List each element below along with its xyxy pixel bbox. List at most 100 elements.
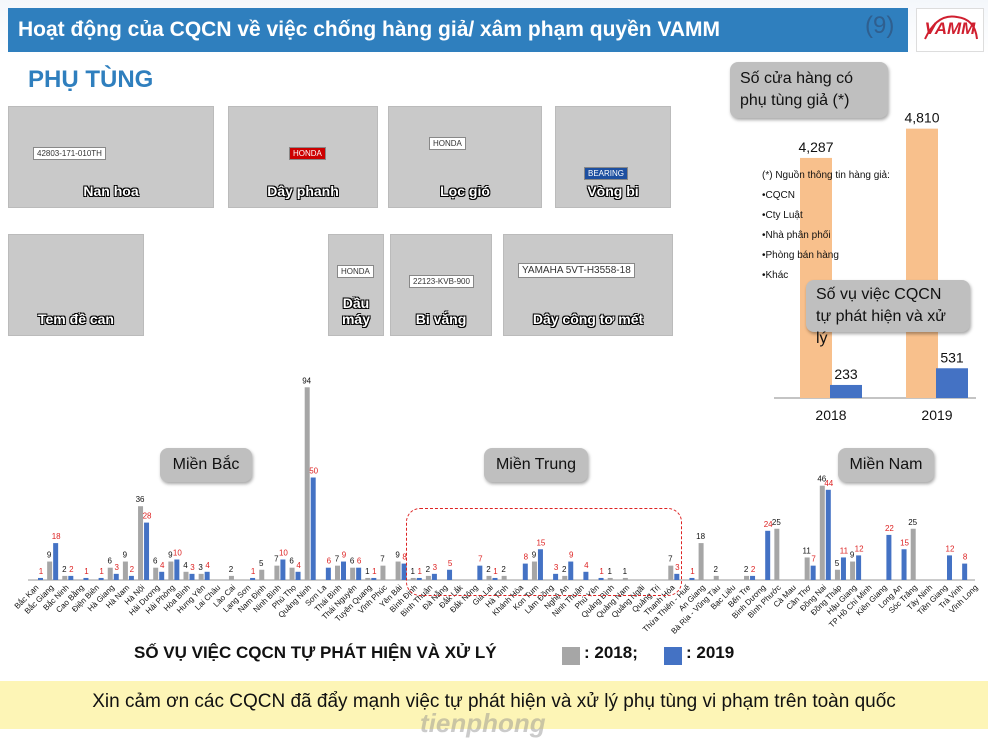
bar-2019-label: 1 [251, 567, 256, 576]
south-callout: Miền Nam [838, 448, 934, 482]
south-callout-text: Miền Nam [849, 456, 923, 473]
bar-2019 [113, 573, 119, 580]
bar-2018 [153, 567, 159, 580]
bar-2019-label: 7 [478, 555, 483, 564]
bar-2018 [668, 565, 674, 580]
bar-2018 [107, 567, 113, 580]
bar-2018-label: 9 [47, 551, 52, 560]
bar-2018 [425, 575, 431, 580]
source-item: •Khác [762, 270, 789, 281]
bar-2018-label: 11 [802, 546, 811, 555]
bar-2019-label: 4 [296, 561, 301, 570]
bar-2018-label: 1 [365, 567, 370, 576]
bar-2018 [744, 575, 750, 580]
bar-2019 [583, 571, 589, 580]
bar-2018 [774, 528, 780, 580]
photo-engine-oil: HONDA Dầu máy [328, 234, 384, 336]
photo-label-tag: 22123-KVB-900 [409, 275, 474, 288]
bar-2018 [183, 571, 189, 580]
bar-2019-label: 10 [173, 549, 182, 558]
chart-legend-label: SỐ VỤ VIỆC CQCN TỰ PHÁT HIỆN VÀ XỬ LÝ [134, 643, 497, 662]
summary-bar-label: 4,810 [904, 110, 939, 126]
bar-2018-label: 2 [62, 565, 67, 574]
bar-2019 [810, 565, 816, 580]
bar-2019 [492, 577, 498, 580]
photo-brake-cable: HONDA Dây phanh [228, 106, 378, 208]
photo-label-tag: BEARING [584, 167, 629, 180]
bar-2018-label: 5 [835, 559, 840, 568]
photo-caption: Dầu máy [341, 295, 371, 327]
photo-caption: Dây công tơ mét [532, 311, 644, 327]
bar-2019 [310, 477, 316, 580]
bar-2019 [250, 577, 256, 580]
bar-2018 [607, 577, 613, 580]
bar-2019-label: 15 [536, 538, 545, 547]
bar-2018-label: 6 [350, 557, 355, 566]
bar-2019 [825, 489, 831, 580]
vamm-logo: VAMM [916, 8, 984, 52]
source-heading: (*) Nguồn thông tin hàng giả: [762, 170, 890, 181]
summary-bar-label: 4,287 [798, 139, 833, 155]
bar-2018 [350, 567, 356, 580]
photo-label-tag: 42803-171-010TH [33, 147, 106, 160]
photo-decal: Tem đề can [8, 234, 144, 336]
north-callout-text: Miền Bắc [172, 456, 240, 473]
bar-2019 [295, 571, 301, 580]
bar-2019-label: 50 [309, 467, 318, 476]
legend-swatch-2019 [664, 647, 682, 665]
bar-2019 [280, 559, 286, 580]
bar-2019 [901, 549, 907, 580]
summary-bar-chart: 4,287 233 2018 4,810 531 2019 [774, 110, 976, 423]
stores-callout: Số cửa hàng có phụ tùng giả (*) [730, 62, 888, 118]
legend-swatch-2018 [562, 647, 580, 665]
bar-2018-label: 7 [274, 555, 279, 564]
bar-2019-label: 3 [433, 563, 438, 572]
bar-2019-label: 3 [675, 563, 680, 572]
bar-2018-label: 7 [380, 555, 385, 564]
bar-2019 [674, 573, 680, 580]
bar-2019 [371, 577, 377, 580]
photo-bearing: BEARING Vòng bi [555, 106, 671, 208]
watermark: tienphong [420, 708, 546, 738]
bar-2019 [83, 577, 89, 580]
bar-2019 [174, 559, 180, 580]
page-number: (9) [865, 12, 895, 39]
bar-2019 [356, 567, 362, 580]
photo-roller: 22123-KVB-900 Bi vắng [390, 234, 492, 336]
bar-2018 [198, 573, 204, 580]
bar-2018-label: 2 [744, 565, 749, 574]
bar-2019-label: 2 [130, 565, 135, 574]
bar-2019 [886, 534, 892, 580]
bar-2018 [380, 565, 386, 580]
bar-2018-label: 1 [411, 567, 416, 576]
bar-2018 [289, 567, 295, 580]
bar-2019-label: 44 [824, 479, 833, 488]
summary-bar [936, 368, 968, 398]
photo-spokes: 42803-171-010TH Nan hoa [8, 106, 214, 208]
bar-2019 [477, 565, 483, 580]
photo-caption: Lọc gió [440, 183, 490, 199]
bar-2019-label: 8 [402, 553, 407, 562]
bar-2018 [138, 506, 144, 580]
bar-2018-label: 9 [123, 551, 128, 560]
photo-caption: Tem đề can [38, 311, 114, 327]
bar-2018 [804, 557, 810, 580]
bar-2019-label: 28 [143, 512, 152, 521]
thanks-text: Xin cảm ơn các CQCN đã đẩy mạnh việc tự … [92, 691, 896, 712]
bar-2018-label: 4 [183, 561, 188, 570]
bar-2018 [335, 565, 340, 580]
bar-2019-label: 4 [160, 561, 165, 570]
bar-2019-label: 4 [584, 561, 589, 570]
bar-2019 [447, 569, 453, 580]
bar-2019 [204, 571, 210, 580]
slide-title: Hoạt động của CQCN về việc chống hàng gi… [8, 8, 908, 52]
source-list: (*) Nguồn thông tin hàng giả: •CQCN •Cty… [762, 170, 890, 290]
bar-2019-label: 18 [52, 532, 61, 541]
bar-2018 [713, 575, 719, 580]
bar-2018-label: 25 [772, 518, 781, 527]
bar-2019 [189, 573, 195, 580]
bar-2019 [750, 575, 756, 580]
bar-2018 [410, 577, 416, 580]
bar-2019 [537, 549, 543, 580]
bar-2018-label: 5 [259, 559, 264, 568]
